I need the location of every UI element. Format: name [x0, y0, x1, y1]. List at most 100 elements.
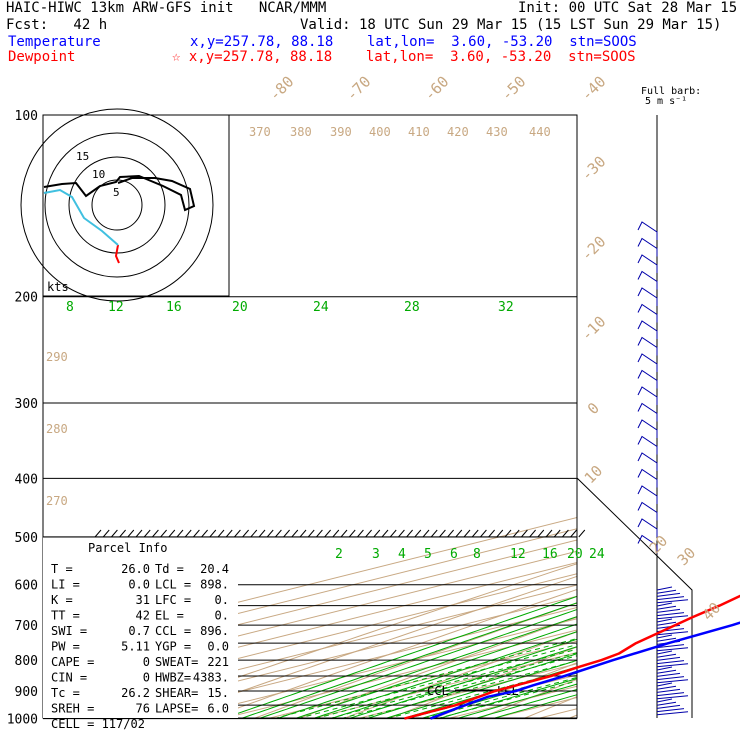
wind-barb: [637, 386, 658, 405]
mixing-ratio-label: 3: [372, 547, 380, 562]
lcl-hatch: [127, 529, 135, 538]
wind-barb: [656, 634, 673, 639]
mixing-ratio-label: 2: [335, 547, 343, 562]
plot-frame: [42, 114, 578, 719]
chart-title: HAIC-HIWC 13km ARW-GFS init NCAR/MMM: [6, 0, 327, 16]
wind-barb: [656, 637, 677, 642]
lcl-hatch: [578, 529, 586, 538]
parcel-param-label: SREH =: [51, 702, 94, 716]
barb-header-line1: Full barb:: [641, 86, 701, 97]
pressure-tick-label: 400: [15, 472, 38, 487]
parcel-param-value: 896.: [200, 624, 229, 638]
isotherm-line: [402, 674, 577, 718]
wind-barb: [656, 669, 677, 674]
parcel-param-value: 5.11: [121, 640, 150, 654]
isotherm-line: [492, 696, 577, 718]
barb-header-line2: 5 m s⁻¹: [645, 96, 687, 107]
wind-barb: [637, 501, 658, 521]
parcel-param-label: T =: [51, 562, 73, 576]
wind-barb: [637, 518, 658, 537]
wind-barb: [656, 695, 689, 700]
hodograph-trace-low: [114, 244, 120, 264]
moist-adiabat-line: [330, 638, 577, 718]
lcl-hatch: [168, 529, 176, 538]
theta-label: 390: [330, 125, 352, 139]
isotherm-line: [87, 595, 577, 718]
wind-barb: [656, 698, 673, 703]
lcl-hatch: [545, 529, 553, 538]
mixing-ratio-label: 16: [166, 300, 182, 315]
parcel-param-value: 6.0: [207, 702, 229, 716]
wind-barb: [656, 596, 685, 601]
parcel-param-value: 0: [143, 655, 150, 669]
mixing-ratio-label: 5: [424, 547, 432, 562]
parcel-param-value: 20.4: [200, 562, 229, 576]
lcl-hatch: [406, 529, 413, 538]
wind-barb: [656, 631, 689, 636]
lcl-hatch: [184, 529, 192, 538]
plot-frame: [576, 477, 693, 718]
lcl-hatch: [266, 529, 274, 538]
mixing-ratio-label: 20: [232, 300, 248, 315]
wind-barb: [637, 419, 658, 438]
parcel-param-label: LFC =: [155, 593, 191, 607]
isotherm-label: 30: [674, 544, 700, 570]
mixing-ratio-label: 8: [473, 547, 481, 562]
dry-adiabat-line: [298, 616, 577, 718]
wind-barb: [656, 602, 673, 607]
wind-barb: [656, 608, 681, 613]
wind-barb: [656, 650, 673, 655]
lcl-hatch: [504, 529, 512, 538]
wind-barb: [656, 589, 677, 594]
wind-barb: [637, 237, 658, 257]
isotherm-label: -20: [578, 233, 610, 265]
wind-barb: [656, 701, 677, 706]
wind-barb: [656, 679, 689, 684]
isotherm-label: 20: [646, 532, 672, 558]
lcl-hatch: [324, 529, 331, 538]
pressure-tick-label: 500: [15, 531, 38, 546]
moist-adiabat-line: [366, 653, 577, 718]
parcel-param-label: SHEAR=: [155, 686, 198, 700]
wind-barb: [656, 656, 681, 661]
pressure-tick-label: 600: [15, 579, 38, 594]
parcel-param-value: 26.0: [121, 562, 150, 576]
moist-adiabat-line: [294, 623, 577, 718]
temperature-profile: [430, 621, 740, 720]
lcl-hatch: [250, 529, 258, 538]
lcl-hatch: [537, 529, 545, 538]
lcl-hatch: [316, 529, 323, 538]
wind-barb: [637, 485, 658, 504]
wind-barb: [637, 353, 658, 372]
lcl-hatch: [193, 529, 200, 538]
parcel-param-value: 26.2: [121, 686, 150, 700]
isotherm-line: [537, 708, 577, 718]
parcel-param-label: CIN =: [51, 671, 87, 685]
lcl-hatch: [209, 529, 217, 538]
lcl-hatch: [225, 529, 233, 538]
parcel-param-label: CAPE =: [51, 655, 94, 669]
wind-barb: [656, 615, 689, 620]
isotherm-label: 40: [699, 599, 725, 625]
wind-barb: [656, 663, 689, 668]
hodograph-trace-upper: [43, 174, 196, 212]
mixing-ratio-label: 24: [589, 547, 605, 562]
theta-label: 420: [447, 125, 469, 139]
mixing-ratio-label: 12: [108, 300, 124, 315]
isotherm-label: -10: [578, 313, 610, 345]
pressure-tick-label: 1000: [7, 713, 38, 728]
parcel-param-label: LAPSE=: [155, 702, 198, 716]
theta-label: 270: [46, 494, 68, 508]
lcl-hatch: [143, 529, 151, 538]
theta-label: 410: [408, 125, 430, 139]
lcl-hatch: [422, 529, 430, 538]
wind-barb: [656, 704, 681, 709]
wind-barb: [656, 592, 681, 597]
lcl-hatch: [562, 529, 569, 538]
parcel-param-label: PW =: [51, 640, 80, 654]
wind-barb: [656, 586, 673, 591]
wind-barb: [656, 672, 681, 677]
isotherm-label: -80: [266, 73, 298, 105]
lcl-hatch: [496, 529, 504, 538]
parcel-param-value: 15.: [207, 686, 229, 700]
